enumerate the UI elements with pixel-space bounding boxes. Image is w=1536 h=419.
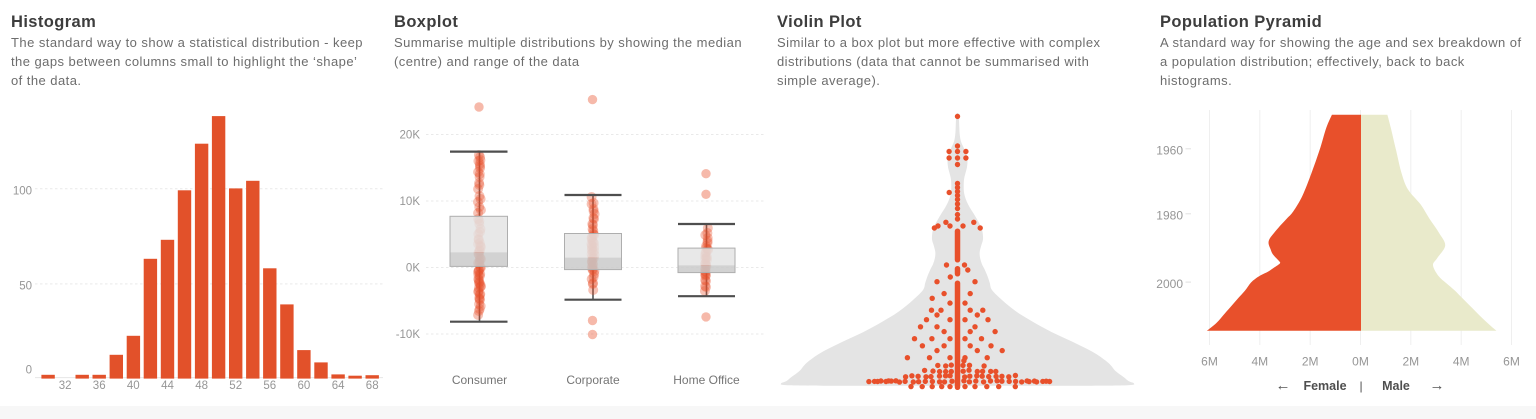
svg-text:Histogram: Histogram: [11, 13, 96, 31]
svg-text:0M: 0M: [1352, 355, 1369, 369]
svg-text:68: 68: [366, 380, 379, 392]
svg-text:←: ←: [1276, 377, 1291, 394]
svg-text:4M: 4M: [1453, 355, 1470, 369]
svg-text:2000: 2000: [1156, 277, 1183, 291]
svg-text:0K: 0K: [406, 263, 420, 275]
svg-text:4M: 4M: [1251, 355, 1268, 369]
svg-text:2M: 2M: [1302, 355, 1319, 369]
svg-text:10K: 10K: [400, 196, 421, 208]
svg-text:1960: 1960: [1156, 144, 1183, 158]
svg-text:of the data.: of the data.: [11, 73, 81, 88]
svg-text:a population distribution; eff: a population distribution; effectively, …: [1160, 54, 1465, 69]
svg-text:1980: 1980: [1156, 209, 1183, 223]
svg-text:48: 48: [195, 380, 208, 392]
svg-text:the gaps between columns small: the gaps between columns small to highli…: [11, 54, 357, 69]
svg-text:32: 32: [59, 380, 72, 392]
svg-text:20K: 20K: [400, 130, 421, 142]
svg-text:52: 52: [229, 380, 242, 392]
svg-text:6M: 6M: [1201, 355, 1218, 369]
svg-text:Female: Female: [1303, 379, 1346, 393]
svg-text:0: 0: [26, 365, 32, 377]
svg-text:A standard way for showing the: A standard way for showing the age and s…: [1160, 35, 1522, 50]
svg-text:(centre) and range of the data: (centre) and range of the data: [394, 54, 580, 69]
svg-text:Consumer: Consumer: [452, 373, 507, 387]
svg-text:44: 44: [161, 380, 174, 392]
svg-text:Similar to a box plot but more: Similar to a box plot but more effective…: [777, 35, 1101, 50]
svg-text:60: 60: [298, 380, 311, 392]
svg-text:36: 36: [93, 380, 106, 392]
svg-text:→: →: [1430, 377, 1445, 394]
svg-text:|: |: [1359, 379, 1362, 393]
svg-text:simple average).: simple average).: [777, 73, 880, 88]
svg-text:64: 64: [332, 380, 345, 392]
svg-text:Population Pyramid: Population Pyramid: [1160, 13, 1322, 31]
svg-text:100: 100: [13, 185, 32, 197]
svg-text:Home Office: Home Office: [673, 373, 740, 387]
svg-text:Summarise multiple distributio: Summarise multiple distributions by show…: [394, 35, 742, 50]
svg-text:Corporate: Corporate: [566, 373, 620, 387]
svg-text:Male: Male: [1382, 379, 1410, 393]
svg-text:56: 56: [263, 380, 276, 392]
svg-text:50: 50: [19, 280, 32, 292]
svg-text:The standard way to show a sta: The standard way to show a statistical d…: [11, 35, 363, 50]
svg-text:histograms.: histograms.: [1160, 73, 1232, 88]
svg-text:40: 40: [127, 380, 140, 392]
svg-text:6M: 6M: [1503, 355, 1520, 369]
svg-text:-10K: -10K: [396, 329, 421, 341]
svg-text:Boxplot: Boxplot: [394, 13, 458, 31]
svg-text:distributions (data that canno: distributions (data that cannot be summa…: [777, 54, 1089, 69]
svg-text:Violin Plot: Violin Plot: [777, 13, 862, 31]
svg-text:2M: 2M: [1402, 355, 1419, 369]
